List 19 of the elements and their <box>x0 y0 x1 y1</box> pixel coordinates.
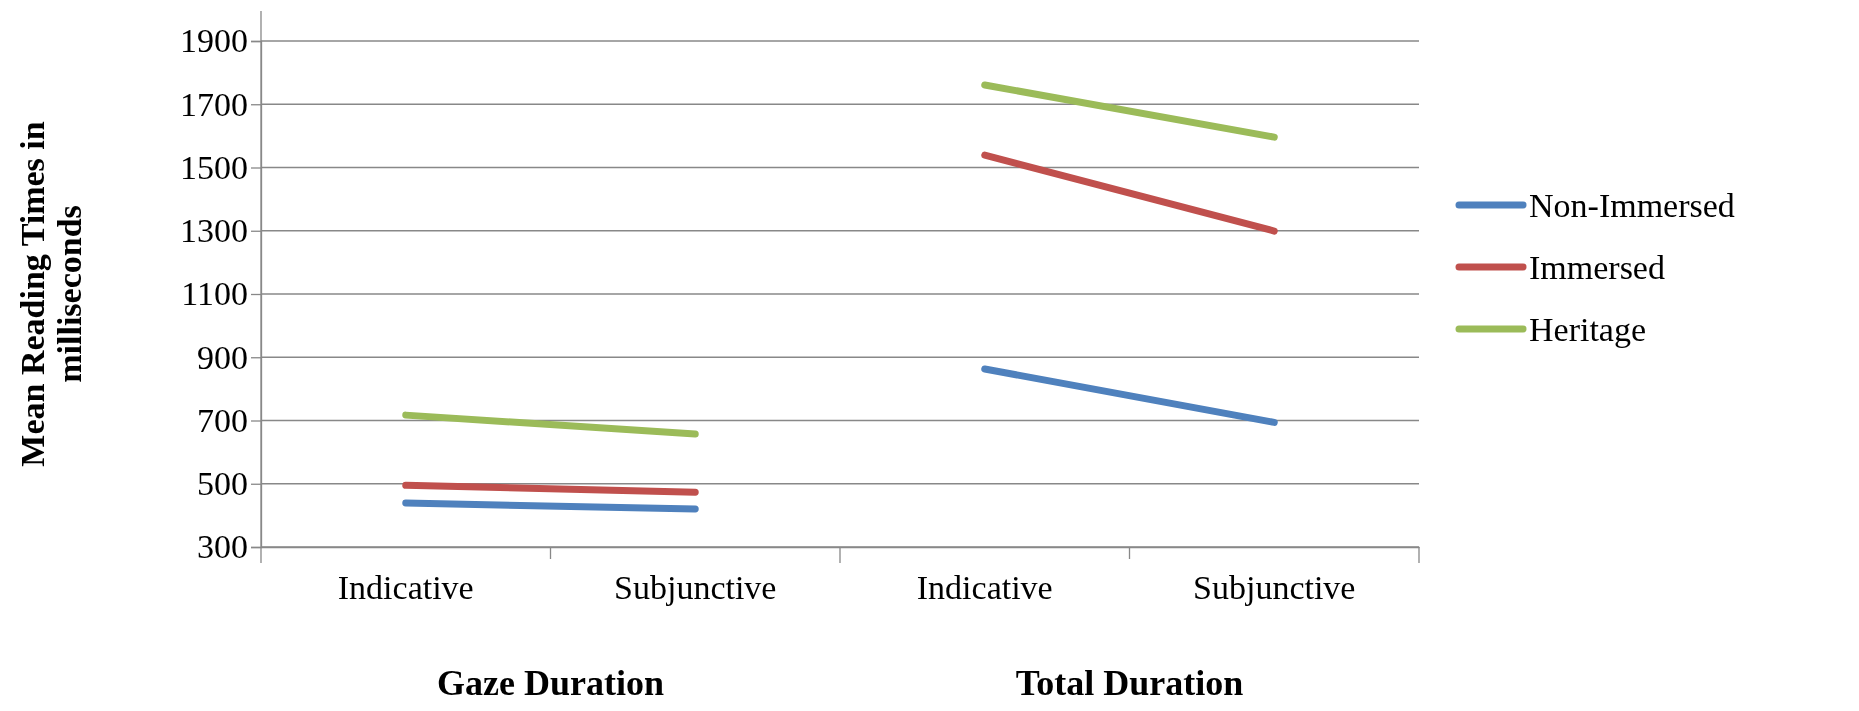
y-tick-label: 300 <box>197 528 248 566</box>
x-tick-label: Indicative <box>916 569 1053 607</box>
y-tick-label: 700 <box>197 401 248 439</box>
y-tick-label: 1500 <box>180 148 248 186</box>
x-tick-label: Subjunctive <box>1193 569 1356 607</box>
legend-label: Non-Immersed <box>1529 186 1735 224</box>
x-axis-title: Gaze Duration <box>437 663 664 703</box>
legend-label: Heritage <box>1529 310 1647 348</box>
y-tick-label: 1700 <box>180 85 248 123</box>
x-tick-label: Subjunctive <box>614 569 777 607</box>
y-tick-label: 1300 <box>180 212 248 250</box>
x-axis-title: Total Duration <box>1015 663 1244 703</box>
y-tick-label: 1900 <box>180 22 248 60</box>
y-tick-label: 500 <box>197 465 248 503</box>
y-tick-label: 900 <box>197 338 248 376</box>
x-tick-label: Indicative <box>337 569 474 607</box>
y-axis-title: Mean Reading Times in milliseconds <box>13 121 89 467</box>
legend-label: Immersed <box>1529 248 1665 286</box>
y-tick-label: 1100 <box>181 275 248 313</box>
